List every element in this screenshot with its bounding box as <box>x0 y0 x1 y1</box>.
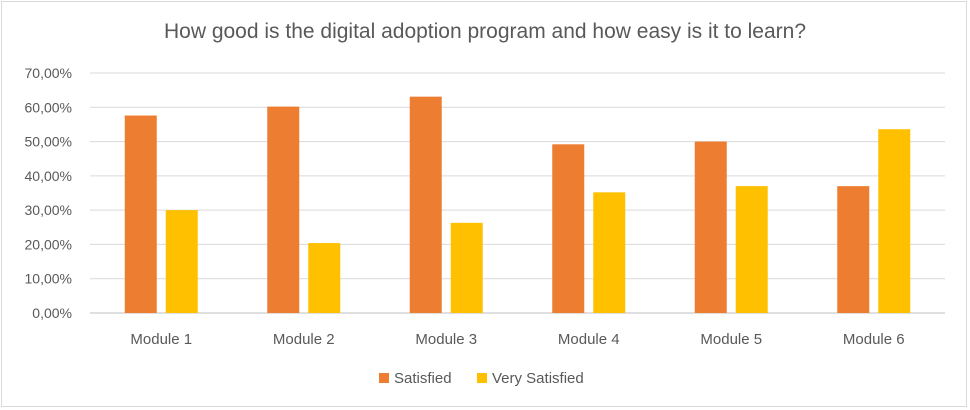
y-tick-label: 50,00% <box>25 134 72 150</box>
bar-satisfied <box>694 141 727 313</box>
x-tick-label: Module 5 <box>700 331 762 348</box>
y-tick-label: 70,00% <box>25 65 72 81</box>
x-tick-label: Module 6 <box>843 331 905 348</box>
legend-swatch <box>477 373 487 383</box>
bar-satisfied <box>409 96 442 314</box>
y-tick-label: 10,00% <box>25 271 72 287</box>
bar-very-satisfied <box>878 129 911 313</box>
bar-very-satisfied <box>593 192 626 313</box>
bar-very-satisfied <box>308 243 341 313</box>
x-tick-label: Module 2 <box>273 331 335 348</box>
bar-satisfied <box>837 186 870 313</box>
gridlines <box>90 72 945 314</box>
bars <box>124 96 911 314</box>
bar-satisfied <box>124 115 157 313</box>
bar-very-satisfied <box>735 186 768 313</box>
y-axis-ticks: 0,00% 10,00% 20,00% 30,00% 40,00% 50,00% 60,00… <box>25 65 72 321</box>
y-tick-label: 20,00% <box>25 236 72 252</box>
bar-satisfied <box>267 106 300 313</box>
legend: Satisfied Very Satisfied <box>379 370 584 387</box>
x-tick-label: Module 4 <box>558 331 620 348</box>
chart-title: How good is the digital adoption program… <box>163 20 807 43</box>
legend-swatch <box>379 373 389 383</box>
legend-label: Satisfied <box>394 370 452 387</box>
x-tick-label: Module 1 <box>130 331 192 348</box>
y-tick-label: 0,00% <box>32 305 72 321</box>
x-tick-label: Module 3 <box>415 331 477 348</box>
y-tick-label: 30,00% <box>25 202 72 218</box>
bar-very-satisfied <box>165 210 198 313</box>
y-tick-label: 60,00% <box>25 99 72 115</box>
x-axis-ticks: Module 1 Module 2 Module 3 Module 4 Module 5… <box>130 331 904 348</box>
bar-satisfied <box>552 144 585 313</box>
y-tick-label: 40,00% <box>25 168 72 184</box>
legend-label: Very Satisfied <box>492 370 584 387</box>
bar-very-satisfied <box>450 222 483 313</box>
